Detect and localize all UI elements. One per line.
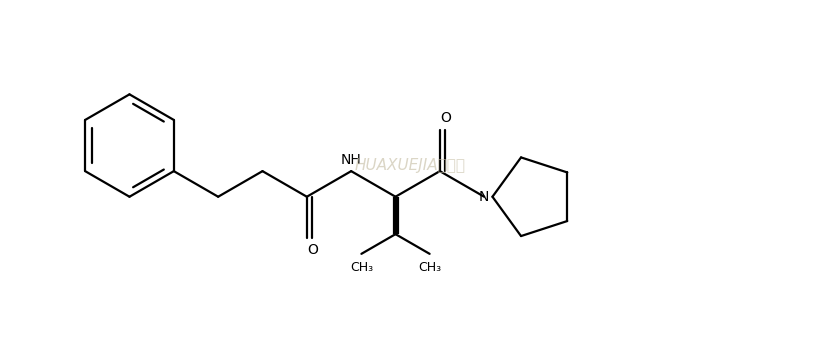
Text: O: O <box>440 111 450 125</box>
Text: NH: NH <box>341 153 361 167</box>
Text: CH₃: CH₃ <box>350 261 373 274</box>
Text: N: N <box>479 190 489 204</box>
Text: O: O <box>307 243 317 257</box>
Text: CH₃: CH₃ <box>418 261 441 274</box>
Text: HUAXUEJIA化学加: HUAXUEJIA化学加 <box>355 158 465 173</box>
